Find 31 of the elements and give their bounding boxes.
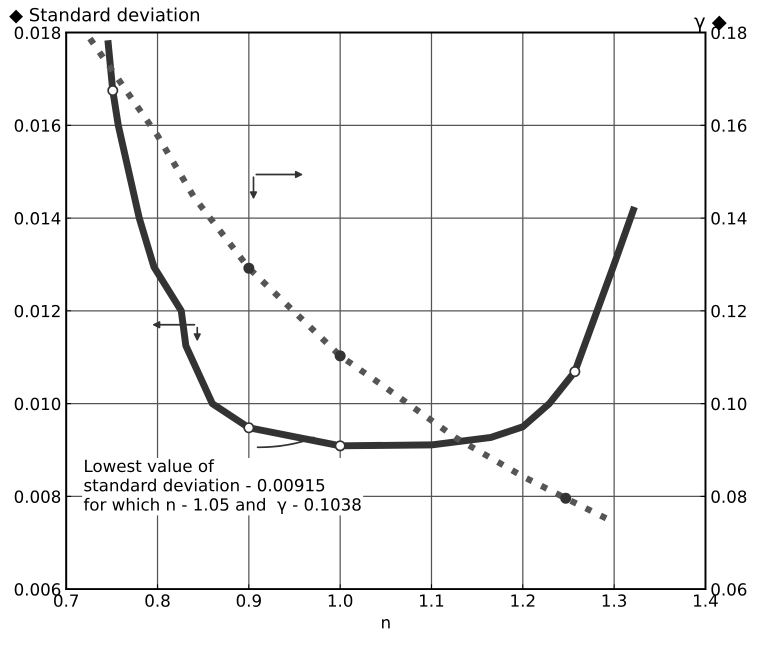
x-tick-label: 1.2 xyxy=(511,594,534,607)
y2-tick-label: 0.10 xyxy=(711,398,746,410)
x-tick-label: 1.3 xyxy=(602,594,626,607)
point xyxy=(560,492,572,504)
x-tick-label: 1.1 xyxy=(420,594,444,607)
y-tick-label: 0.008 xyxy=(14,490,60,503)
point xyxy=(107,85,118,96)
point xyxy=(334,440,346,452)
point xyxy=(334,350,346,362)
y-tick-label: 0.010 xyxy=(14,398,60,410)
y-tick-label: 0.018 xyxy=(14,26,60,40)
x-tick-label: 1.4 xyxy=(694,594,718,607)
y-tick-label: 0.016 xyxy=(14,119,60,132)
y2-tick-label: 0.14 xyxy=(711,212,746,225)
x-tick-label: 0.9 xyxy=(236,594,261,607)
y2-tick-label: 0.08 xyxy=(711,490,746,503)
y-tick-label: 0.012 xyxy=(14,304,60,318)
point xyxy=(569,366,580,378)
annotation: Lowest value of standard deviation - 0.00915 for which n - 1.05 and γ - 0.1038 xyxy=(84,459,361,514)
x-tick-label: 1.0 xyxy=(328,594,352,607)
y-axis-title: ◆ Standard deviation xyxy=(9,8,200,24)
x-axis-title: n xyxy=(382,619,390,628)
x-tick-label: 0.8 xyxy=(145,594,170,607)
y-tick-label: 0.006 xyxy=(14,583,60,596)
y2-tick-label: 0.16 xyxy=(711,119,746,132)
point xyxy=(243,422,254,434)
y-tick-label: 0.014 xyxy=(14,212,60,225)
point xyxy=(243,262,254,274)
x-tick-label: 0.7 xyxy=(54,594,78,607)
y2-tick-label: 0.12 xyxy=(711,304,746,318)
y2-tick-label: 0.06 xyxy=(711,583,746,596)
